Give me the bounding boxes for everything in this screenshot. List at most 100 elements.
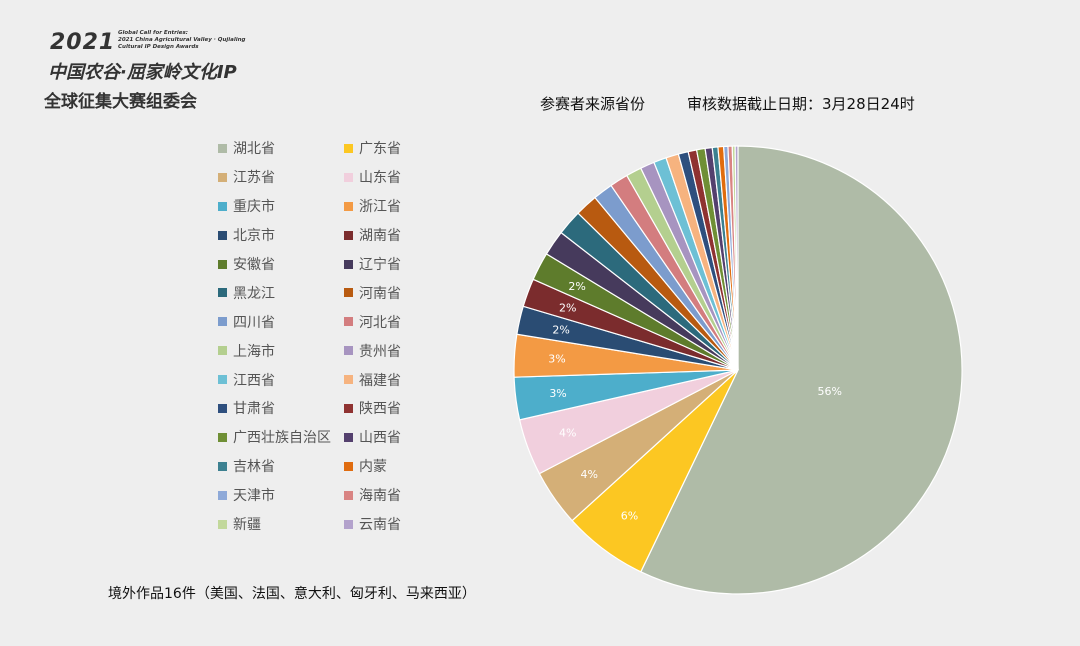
english-line: Global Call for Entries: bbox=[118, 30, 188, 36]
legend-item: 湖南省 bbox=[344, 221, 464, 250]
event-year: 2021 bbox=[50, 30, 116, 55]
legend-label: 海南省 bbox=[359, 488, 401, 505]
legend-swatch bbox=[344, 259, 353, 269]
legend-swatch bbox=[218, 519, 227, 529]
legend-swatch bbox=[218, 201, 227, 211]
legend-item: 甘肃省 bbox=[218, 394, 344, 423]
legend-label: 山西省 bbox=[359, 430, 401, 447]
legend-label: 广西壮族自治区 bbox=[233, 430, 331, 447]
organizer-line-2: 全球征集大赛组委会 bbox=[44, 92, 197, 112]
legend-swatch bbox=[344, 172, 353, 182]
legend-item: 安徽省 bbox=[218, 250, 344, 279]
legend-label: 福建省 bbox=[359, 372, 401, 389]
legend-item: 江西省 bbox=[218, 365, 344, 394]
legend-swatch bbox=[218, 403, 227, 413]
legend-swatch bbox=[218, 432, 227, 442]
legend-swatch bbox=[218, 375, 227, 385]
legend-swatch bbox=[344, 403, 353, 413]
legend-label: 江西省 bbox=[233, 372, 275, 389]
legend-item: 江苏省 bbox=[218, 163, 344, 192]
legend-item: 内蒙 bbox=[344, 452, 464, 481]
legend-item: 北京市 bbox=[218, 221, 344, 250]
legend-item: 辽宁省 bbox=[344, 250, 464, 279]
legend-item: 贵州省 bbox=[344, 336, 464, 365]
legend-swatch bbox=[344, 230, 353, 240]
legend-label: 河北省 bbox=[359, 314, 401, 331]
legend-item: 山西省 bbox=[344, 423, 464, 452]
legend-item: 福建省 bbox=[344, 365, 464, 394]
legend-swatch bbox=[344, 490, 353, 500]
legend-item: 广东省 bbox=[344, 134, 464, 163]
legend-swatch bbox=[344, 317, 353, 327]
legend-item: 重庆市 bbox=[218, 192, 344, 221]
legend-label: 安徽省 bbox=[233, 257, 275, 273]
legend-swatch bbox=[218, 288, 227, 298]
slice-data-label: 2% bbox=[552, 324, 569, 337]
legend-item: 黑龙江 bbox=[218, 278, 344, 307]
legend-label: 内蒙 bbox=[359, 459, 387, 476]
legend-item: 河南省 bbox=[344, 278, 464, 307]
legend-swatch bbox=[218, 461, 227, 471]
legend-label: 上海市 bbox=[233, 343, 275, 360]
legend-label: 四川省 bbox=[233, 314, 275, 331]
legend-label: 陕西省 bbox=[359, 401, 401, 418]
legend-label: 辽宁省 bbox=[359, 257, 401, 273]
legend-label: 天津市 bbox=[233, 488, 275, 505]
legend-item: 山东省 bbox=[344, 163, 464, 192]
legend-label: 北京市 bbox=[233, 228, 275, 245]
legend-item: 云南省 bbox=[344, 510, 464, 539]
legend-item: 海南省 bbox=[344, 481, 464, 510]
chart-title: 参赛者来源省份 bbox=[540, 95, 646, 113]
data-deadline: 审核数据截止日期：3月28日24时 bbox=[687, 95, 915, 113]
legend-label: 山东省 bbox=[359, 170, 401, 187]
legend-item: 浙江省 bbox=[344, 192, 464, 221]
slice-data-label: 2% bbox=[559, 301, 576, 314]
legend-item: 河北省 bbox=[344, 307, 464, 336]
legend-swatch bbox=[344, 432, 353, 442]
organizer-line-1: 中国农谷·屈家岭文化IP bbox=[48, 62, 237, 83]
legend-item: 上海市 bbox=[218, 336, 344, 365]
slice-data-label: 2% bbox=[568, 280, 585, 293]
legend-swatch bbox=[344, 519, 353, 529]
legend-swatch bbox=[218, 259, 227, 269]
legend-swatch bbox=[218, 346, 227, 356]
slice-data-label: 3% bbox=[548, 352, 565, 365]
legend-swatch bbox=[218, 317, 227, 327]
legend-swatch bbox=[218, 230, 227, 240]
legend-label: 吉林省 bbox=[233, 459, 275, 476]
slice-data-label: 4% bbox=[559, 427, 576, 440]
slice-data-label: 6% bbox=[621, 509, 638, 522]
overseas-entries-note: 境外作品16件（美国、法国、意大利、匈牙利、马来西亚） bbox=[108, 586, 476, 602]
english-line: Cultural IP Design Awards bbox=[118, 44, 199, 50]
legend-swatch bbox=[218, 172, 227, 182]
legend-swatch bbox=[344, 201, 353, 211]
slice-data-label: 4% bbox=[580, 468, 597, 481]
chart-title-row: 参赛者来源省份 审核数据截止日期：3月28日24时 bbox=[540, 93, 915, 114]
chart-legend: 湖北省 广东省江苏省 山东省重庆市 浙江省北京市 湖南省安徽省 辽宁省黑龙江 河南省四川省 河… bbox=[218, 134, 464, 538]
legend-item: 四川省 bbox=[218, 307, 344, 336]
legend-label: 重庆市 bbox=[233, 199, 275, 216]
legend-label: 浙江省 bbox=[359, 199, 401, 216]
slice-data-label: 56% bbox=[817, 385, 841, 398]
legend-label: 湖北省 bbox=[233, 141, 275, 158]
english-line: 2021 China Agricultural Valley · Qujiali… bbox=[118, 37, 246, 43]
legend-item: 新疆 bbox=[218, 510, 344, 539]
legend-label: 江苏省 bbox=[233, 170, 275, 187]
slice-data-label: 3% bbox=[549, 387, 566, 400]
legend-item: 吉林省 bbox=[218, 452, 344, 481]
legend-label: 广东省 bbox=[359, 141, 401, 158]
english-award-title: Global Call for Entries: 2021 China Agri… bbox=[118, 30, 258, 51]
pie-slice bbox=[734, 145, 739, 371]
legend-label: 湖南省 bbox=[359, 228, 401, 245]
legend-swatch bbox=[344, 346, 353, 356]
legend-label: 云南省 bbox=[359, 517, 401, 534]
legend-label: 黑龙江 bbox=[233, 285, 275, 302]
legend-swatch bbox=[344, 288, 353, 298]
legend-swatch bbox=[344, 143, 353, 153]
legend-item: 陕西省 bbox=[344, 394, 464, 423]
legend-item: 天津市 bbox=[218, 481, 344, 510]
legend-item: 湖北省 bbox=[218, 134, 344, 163]
legend-label: 甘肃省 bbox=[233, 401, 275, 418]
legend-item: 广西壮族自治区 bbox=[218, 423, 344, 452]
legend-swatch bbox=[218, 143, 227, 153]
